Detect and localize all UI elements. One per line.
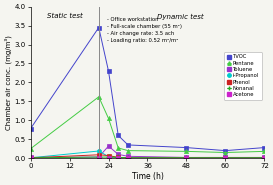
TVOC [117, 134, 120, 137]
Text: - Office workstation
- Full-scale chamber (55 m²)
- Air change rate: 3.5 ach
- L: - Office workstation - Full-scale chambe… [107, 17, 182, 43]
Phenol [126, 157, 130, 159]
Text: Dynamic test: Dynamic test [157, 14, 203, 20]
Toluene [117, 153, 120, 156]
Pentane [117, 147, 120, 149]
Toluene [185, 156, 188, 159]
Acetone [107, 157, 110, 159]
Nonanal [126, 157, 130, 159]
Line: Acetone: Acetone [28, 156, 266, 160]
Acetone [263, 157, 266, 159]
Acetone [29, 157, 32, 159]
i-Propanol [97, 150, 100, 152]
Acetone [97, 157, 100, 159]
Phenol [107, 154, 110, 157]
Nonanal [263, 157, 266, 159]
Pentane [224, 151, 227, 154]
Pentane [263, 150, 266, 152]
Y-axis label: Chamber air conc. (mg/m³): Chamber air conc. (mg/m³) [4, 35, 12, 130]
Acetone [185, 157, 188, 159]
Legend: TVOC, Pentane, Toluene, i-Propanol, Phenol, Nonanal, Acetone: TVOC, Pentane, Toluene, i-Propanol, Phen… [224, 52, 262, 100]
Phenol [97, 154, 100, 156]
i-Propanol [263, 157, 266, 159]
TVOC [185, 147, 188, 149]
Acetone [224, 157, 227, 159]
i-Propanol [107, 156, 110, 158]
Line: TVOC: TVOC [28, 25, 266, 153]
Phenol [185, 157, 188, 159]
Phenol [224, 157, 227, 159]
Line: i-Propanol: i-Propanol [28, 149, 266, 160]
i-Propanol [29, 157, 32, 159]
X-axis label: Time (h): Time (h) [132, 172, 164, 181]
i-Propanol [117, 156, 120, 159]
TVOC [29, 127, 32, 130]
i-Propanol [224, 157, 227, 159]
Toluene [224, 156, 227, 159]
Line: Toluene: Toluene [28, 144, 266, 159]
Phenol [263, 157, 266, 159]
Toluene [107, 145, 110, 147]
TVOC [97, 26, 100, 29]
Toluene [263, 156, 266, 159]
Phenol [29, 157, 32, 159]
Nonanal [97, 156, 100, 158]
Pentane [97, 96, 100, 98]
Pentane [107, 117, 110, 120]
Pentane [185, 150, 188, 152]
Acetone [126, 157, 130, 159]
Line: Pentane: Pentane [28, 95, 266, 155]
Nonanal [117, 156, 120, 159]
Toluene [29, 156, 32, 159]
Line: Phenol: Phenol [28, 153, 266, 160]
Text: Static test: Static test [47, 14, 82, 19]
Nonanal [224, 157, 227, 159]
Pentane [126, 149, 130, 152]
Nonanal [185, 157, 188, 159]
TVOC [126, 144, 130, 146]
Toluene [97, 156, 100, 158]
i-Propanol [126, 157, 130, 159]
Line: Nonanal: Nonanal [28, 154, 267, 161]
Pentane [29, 148, 32, 150]
Acetone [117, 157, 120, 159]
Nonanal [29, 157, 32, 159]
Toluene [126, 155, 130, 157]
i-Propanol [185, 157, 188, 159]
TVOC [224, 149, 227, 152]
TVOC [107, 70, 110, 72]
Phenol [117, 156, 120, 159]
Nonanal [107, 156, 110, 158]
TVOC [263, 147, 266, 149]
